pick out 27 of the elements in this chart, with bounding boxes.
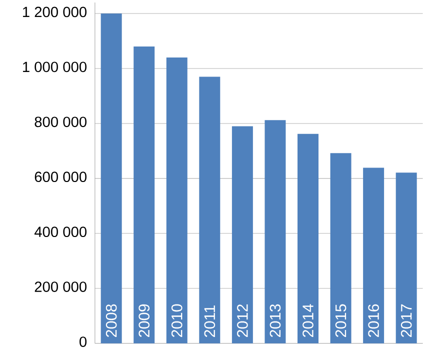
y-tick-label: 1 200 000 — [23, 6, 87, 18]
y-tick-label: 200 000 — [34, 282, 87, 292]
bar — [264, 120, 286, 344]
x-tick-label: 2017 — [400, 304, 412, 338]
bar — [199, 76, 220, 344]
bar — [100, 14, 122, 344]
bar — [134, 46, 155, 344]
x-tick-label: 2014 — [302, 304, 314, 338]
x-tick-label: 2011 — [204, 306, 216, 338]
y-tick-label: 800 000 — [34, 116, 87, 128]
bar — [396, 172, 417, 344]
bar — [232, 126, 253, 344]
bar — [298, 134, 318, 344]
x-tick-label: 2015 — [335, 304, 346, 338]
x-tick-label: 2009 — [138, 304, 150, 338]
y-tick-label: 600 000 — [34, 172, 87, 182]
x-tick-label: 2013 — [270, 304, 281, 338]
bar — [166, 58, 188, 344]
y-tick-label: 400 000 — [34, 226, 87, 238]
x-tick-label: 2012 — [237, 304, 248, 338]
bar — [330, 153, 352, 344]
x-tick-label: 2010 — [171, 304, 182, 338]
y-tick-label: 1 000 000 — [23, 62, 87, 72]
y-tick-label: 0 — [80, 336, 87, 347]
x-tick-label: 2008 — [106, 304, 117, 338]
bar — [363, 168, 384, 344]
x-tick-label: 2016 — [368, 304, 379, 338]
